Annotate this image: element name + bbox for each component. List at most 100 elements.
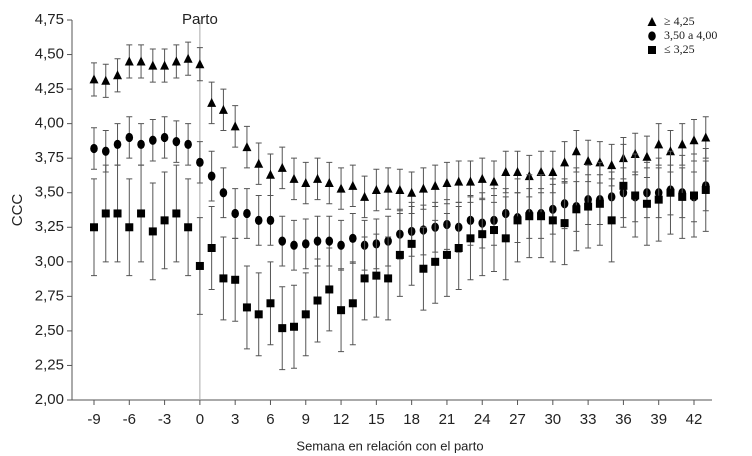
marker	[654, 195, 663, 204]
y-tick-label: 4,25	[35, 80, 64, 97]
marker	[289, 173, 299, 183]
marker	[525, 212, 534, 221]
marker	[148, 227, 157, 236]
marker	[501, 234, 510, 243]
marker	[160, 60, 170, 70]
marker	[254, 215, 263, 225]
marker	[360, 274, 369, 283]
x-tick-label: 12	[333, 411, 350, 428]
marker	[113, 139, 122, 149]
marker	[265, 169, 275, 179]
marker	[431, 257, 440, 266]
marker	[160, 216, 169, 225]
marker	[90, 223, 98, 232]
marker	[183, 53, 193, 63]
y-tick-label: 4,75	[35, 11, 64, 28]
y-tick-label: 2,75	[35, 287, 64, 304]
marker	[513, 216, 522, 225]
marker	[301, 178, 311, 188]
marker	[266, 299, 275, 308]
marker	[101, 209, 110, 218]
y-tick-label: 4,00	[35, 115, 64, 132]
marker	[207, 244, 216, 252]
marker	[560, 219, 569, 228]
y-tick-label: 3,50	[35, 184, 64, 201]
y-tick-label: 3,00	[35, 253, 64, 270]
marker	[336, 183, 346, 193]
legend-label: 3,50 a 4,00	[664, 28, 717, 42]
marker	[301, 239, 310, 249]
marker	[419, 264, 428, 273]
marker	[277, 162, 287, 172]
x-tick-label: 9	[302, 411, 310, 428]
marker	[489, 176, 499, 186]
marker	[231, 208, 239, 219]
marker	[219, 274, 228, 283]
x-tick-label: 39	[650, 411, 667, 428]
marker	[477, 173, 487, 183]
marker	[407, 187, 417, 197]
y-tick-label: 3,75	[35, 149, 64, 166]
marker	[442, 250, 451, 259]
marker	[230, 121, 240, 131]
marker	[666, 188, 675, 197]
marker	[384, 274, 393, 283]
marker	[231, 275, 240, 284]
y-axis-label: CCC	[9, 194, 26, 227]
x-axis-label: Semana en relación con el parto	[296, 438, 483, 453]
marker	[607, 160, 617, 170]
marker	[560, 157, 570, 167]
marker	[184, 223, 193, 232]
marker	[407, 239, 416, 248]
marker	[254, 158, 264, 168]
marker	[113, 209, 122, 218]
marker	[195, 261, 204, 270]
marker	[395, 250, 404, 259]
marker	[454, 244, 463, 252]
marker	[689, 135, 699, 145]
marker	[313, 296, 322, 305]
marker	[454, 176, 464, 186]
marker	[536, 167, 546, 176]
marker	[548, 167, 558, 176]
marker	[548, 216, 557, 225]
marker	[137, 139, 145, 149]
marker	[701, 132, 711, 142]
marker	[654, 139, 664, 149]
marker	[184, 139, 192, 149]
y-tick-label: 4,50	[35, 46, 64, 63]
marker	[572, 205, 581, 214]
marker	[490, 226, 498, 235]
marker	[172, 137, 181, 147]
marker	[466, 234, 475, 243]
marker	[313, 236, 322, 246]
marker	[372, 271, 381, 280]
marker	[301, 310, 310, 319]
marker	[148, 60, 158, 70]
marker	[395, 184, 405, 194]
x-tick-label: -6	[123, 411, 136, 428]
marker	[418, 183, 428, 193]
marker	[642, 151, 652, 161]
marker	[101, 146, 110, 156]
legend-marker	[647, 17, 657, 26]
marker	[690, 191, 698, 200]
x-tick-label: 3	[231, 411, 239, 428]
marker	[242, 303, 251, 312]
marker	[337, 306, 346, 315]
marker	[583, 155, 593, 165]
marker	[171, 56, 181, 66]
annotation: Parto	[182, 11, 218, 28]
marker	[337, 240, 345, 250]
marker	[619, 181, 628, 190]
marker	[324, 178, 334, 188]
marker	[465, 176, 475, 186]
marker	[313, 173, 323, 183]
x-tick-label: -9	[87, 411, 100, 428]
marker	[124, 56, 134, 66]
marker	[348, 299, 357, 308]
legend-label: ≤ 3,25	[664, 42, 695, 56]
x-tick-label: 15	[368, 411, 385, 428]
marker	[348, 180, 358, 190]
marker	[584, 202, 593, 211]
